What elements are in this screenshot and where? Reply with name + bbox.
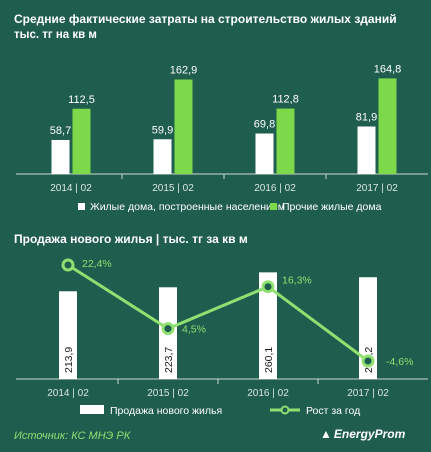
chart2-xtick-0: 2014 | 02 — [47, 388, 89, 399]
chart1-xtick-0: 2014 | 02 — [50, 183, 92, 194]
chart1-legend-swatch-other — [270, 203, 277, 210]
chart1-bar-other-3 — [378, 78, 397, 174]
chart2-xtick-3: 2017 | 02 — [347, 388, 389, 399]
chart1-bar-built-0 — [51, 139, 70, 174]
chart2-xtick-1: 2015 | 02 — [147, 388, 189, 399]
chart2-growth-line — [67, 263, 369, 363]
chart1-bar-other-1 — [174, 79, 193, 174]
chart2-bar-3 — [359, 277, 377, 379]
logo-text: EnergyProm — [333, 427, 406, 441]
chart2-growth-label-0: 22,4% — [82, 258, 112, 270]
chart1-xtick-3: 2017 | 02 — [356, 183, 398, 194]
chart1-legend-built: Жилые дома, построенные населением — [90, 201, 285, 213]
chart2-bar-label-0: 213,9 — [63, 347, 75, 373]
chart2-growth-label-1: 4,5% — [182, 324, 206, 336]
chart2-legend-marker — [280, 405, 290, 415]
chart1-legend-swatch-built — [78, 203, 85, 210]
chart1-bar-built-1 — [153, 139, 172, 174]
chart1-bar-built-2 — [255, 133, 274, 174]
chart1-xtick-1: 2015 | 02 — [152, 183, 194, 194]
chart2-xtick-2: 2016 | 02 — [247, 388, 289, 399]
chart1-title: Средние фактические затраты на строитель… — [14, 12, 397, 26]
chart2-growth-point-1 — [161, 322, 175, 336]
chart2-legend-growth: Рост за год — [306, 405, 360, 417]
chart2-legend-swatch-bar — [80, 405, 104, 414]
chart1-xtick-2: 2016 | 02 — [254, 183, 296, 194]
chart1-subtitle: тыс. тг на кв м — [14, 29, 97, 41]
chart2-title: Продажа нового жилья | тыс. тг за кв м — [14, 232, 248, 246]
chart2-growth-label-3: -4,6% — [386, 356, 413, 368]
chart2-bar-label-1: 223,7 — [163, 347, 175, 373]
chart1-label-other-2: 112,8 — [272, 94, 299, 106]
chart2-growth-label-2: 16,3% — [282, 275, 312, 287]
chart1-label-built-0: 58,7 — [50, 125, 71, 137]
logo-icon: ▲ — [320, 427, 332, 441]
source-note: Источник: КС МНЭ РК — [14, 430, 131, 442]
chart1-bar-other-2 — [276, 108, 295, 174]
chart2-bar-0 — [59, 291, 77, 379]
chart1-label-other-3: 164,8 — [374, 63, 402, 75]
chart1-label-other-1: 162,9 — [170, 65, 198, 77]
brand-logo: ▲ EnergyProm — [320, 427, 405, 441]
chart2-legend-bar: Продажа нового жилья — [110, 405, 222, 417]
chart2-growth-point-3 — [361, 354, 375, 368]
chart1-label-built-2: 69,8 — [254, 119, 275, 131]
chart2-bar-label-2: 260,1 — [263, 347, 275, 373]
chart1-legend-other: Прочие жилые дома — [282, 201, 382, 213]
chart2-growth-point-0 — [61, 258, 75, 272]
chart2-bar-2 — [259, 272, 277, 379]
chart1-bar-built-3 — [357, 126, 376, 174]
chart2-growth-point-2 — [261, 280, 275, 294]
chart1-label-built-3: 81,9 — [356, 111, 377, 123]
chart1-bar-other-0 — [72, 108, 91, 174]
chart1-label-built-1: 59,9 — [152, 124, 173, 136]
chart1-label-other-0: 112,5 — [68, 94, 95, 106]
